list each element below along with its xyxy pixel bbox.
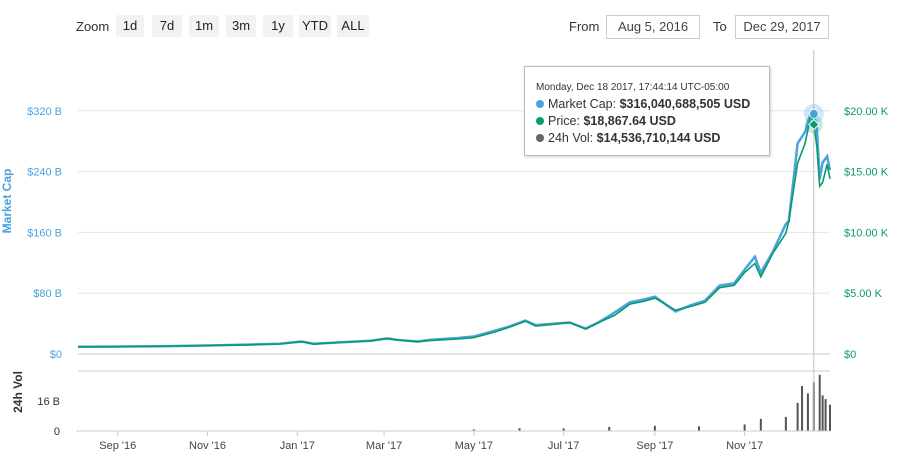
volume-axis-tick-label: 16 B (37, 396, 60, 408)
zoom-1m-button[interactable]: 1m (189, 15, 219, 37)
market-cap-axis-label: Market Cap (0, 169, 14, 234)
to-date-input[interactable]: Dec 29, 2017 (735, 15, 829, 39)
volume-bar (518, 428, 521, 431)
zoom-all-button[interactable]: ALL (337, 15, 369, 37)
volume-bar (653, 425, 656, 431)
tooltip-market-cap-row: Market Cap: $316,040,688,505 USD (536, 97, 750, 111)
volume-bars (77, 374, 831, 432)
left-axis-tick-label: $240 B (27, 167, 62, 179)
left-axis-tick-label: $160 B (27, 227, 62, 239)
volume-bar (821, 395, 824, 431)
x-axis-tick-label: Jan '17 (280, 440, 315, 452)
zoom-label: Zoom (76, 19, 110, 34)
volume-bar (608, 426, 611, 431)
tooltip-price-row: Price: $18,867.64 USD (536, 114, 676, 128)
x-axis-tick-label: Nov '17 (726, 440, 763, 452)
volume-bar (818, 374, 821, 431)
zoom-3m-button[interactable]: 3m (226, 15, 256, 37)
zoom-7d-button[interactable]: 7d (152, 15, 182, 37)
zoom-ytd-button[interactable]: YTD (299, 15, 331, 37)
volume-bar (806, 393, 809, 431)
market-cap-point-marker (808, 108, 819, 119)
volume-bar (824, 399, 827, 431)
tooltip-volume-row: 24h Vol: $14,536,710,144 USD (536, 131, 720, 145)
tooltip-market-cap-value: $316,040,688,505 USD (619, 97, 751, 111)
right-axis-tick-label: $15.00 K (844, 167, 889, 179)
tooltip-timestamp: Monday, Dec 18 2017, 17:44:14 UTC-05:00 (536, 82, 730, 93)
tooltip-price-value: $18,867.64 USD (583, 114, 676, 128)
x-axis-tick-label: Nov '16 (189, 440, 226, 452)
right-axis-tick-label: $5.00 K (844, 288, 883, 300)
volume-bar (562, 428, 565, 431)
left-axis-tick-label: $80 B (33, 288, 62, 300)
left-axis-tick-label: $0 (50, 349, 62, 361)
zoom-1y-button[interactable]: 1y (263, 15, 293, 37)
volume-axis-label: 24h Vol (11, 371, 25, 413)
volume-bar (759, 418, 762, 431)
right-axis-tick-label: $20.00 K (844, 106, 889, 118)
tooltip-volume-label: 24h Vol: (548, 131, 594, 145)
x-axis-tick-label: Jul '17 (548, 440, 579, 452)
range-selector-toolbar: Zoom 1d 7d 1m 3m 1y YTD ALL From Aug 5, … (0, 15, 900, 39)
volume-bar (698, 426, 701, 431)
right-axis-tick-label: $0 (844, 349, 856, 361)
x-axis-tick-label: Sep '17 (636, 440, 673, 452)
volume-axis-tick-label: 0 (54, 426, 60, 438)
x-axis-tick-label: Mar '17 (366, 440, 402, 452)
volume-bar (743, 424, 746, 431)
volume-dot-icon (536, 134, 544, 142)
volume-bar (801, 386, 804, 431)
price-point-marker (808, 118, 820, 131)
tooltip-volume-value: $14,536,710,144 USD (596, 131, 721, 145)
volume-bar (829, 404, 831, 431)
tooltip-market-cap-label: Market Cap: (548, 97, 617, 111)
from-label: From (569, 19, 600, 34)
right-axis-tick-label: $10.00 K (844, 227, 889, 239)
x-axis-tick-label: Sep '16 (99, 440, 136, 452)
market-cap-dot-icon (536, 100, 544, 108)
volume-bar (472, 429, 475, 431)
left-axis-tick-label: $320 B (27, 106, 62, 118)
to-label: To (713, 19, 727, 34)
volume-bar (784, 416, 787, 431)
price-series-line (77, 112, 831, 348)
data-tooltip: Monday, Dec 18 2017, 17:44:14 UTC-05:00 … (524, 66, 770, 156)
zoom-1d-button[interactable]: 1d (116, 15, 144, 37)
volume-bar (796, 402, 799, 431)
price-dot-icon (536, 117, 544, 125)
x-axis-tick-label: May '17 (455, 440, 493, 452)
from-date-input[interactable]: Aug 5, 2016 (606, 15, 700, 39)
tooltip-price-label: Price: (548, 114, 580, 128)
